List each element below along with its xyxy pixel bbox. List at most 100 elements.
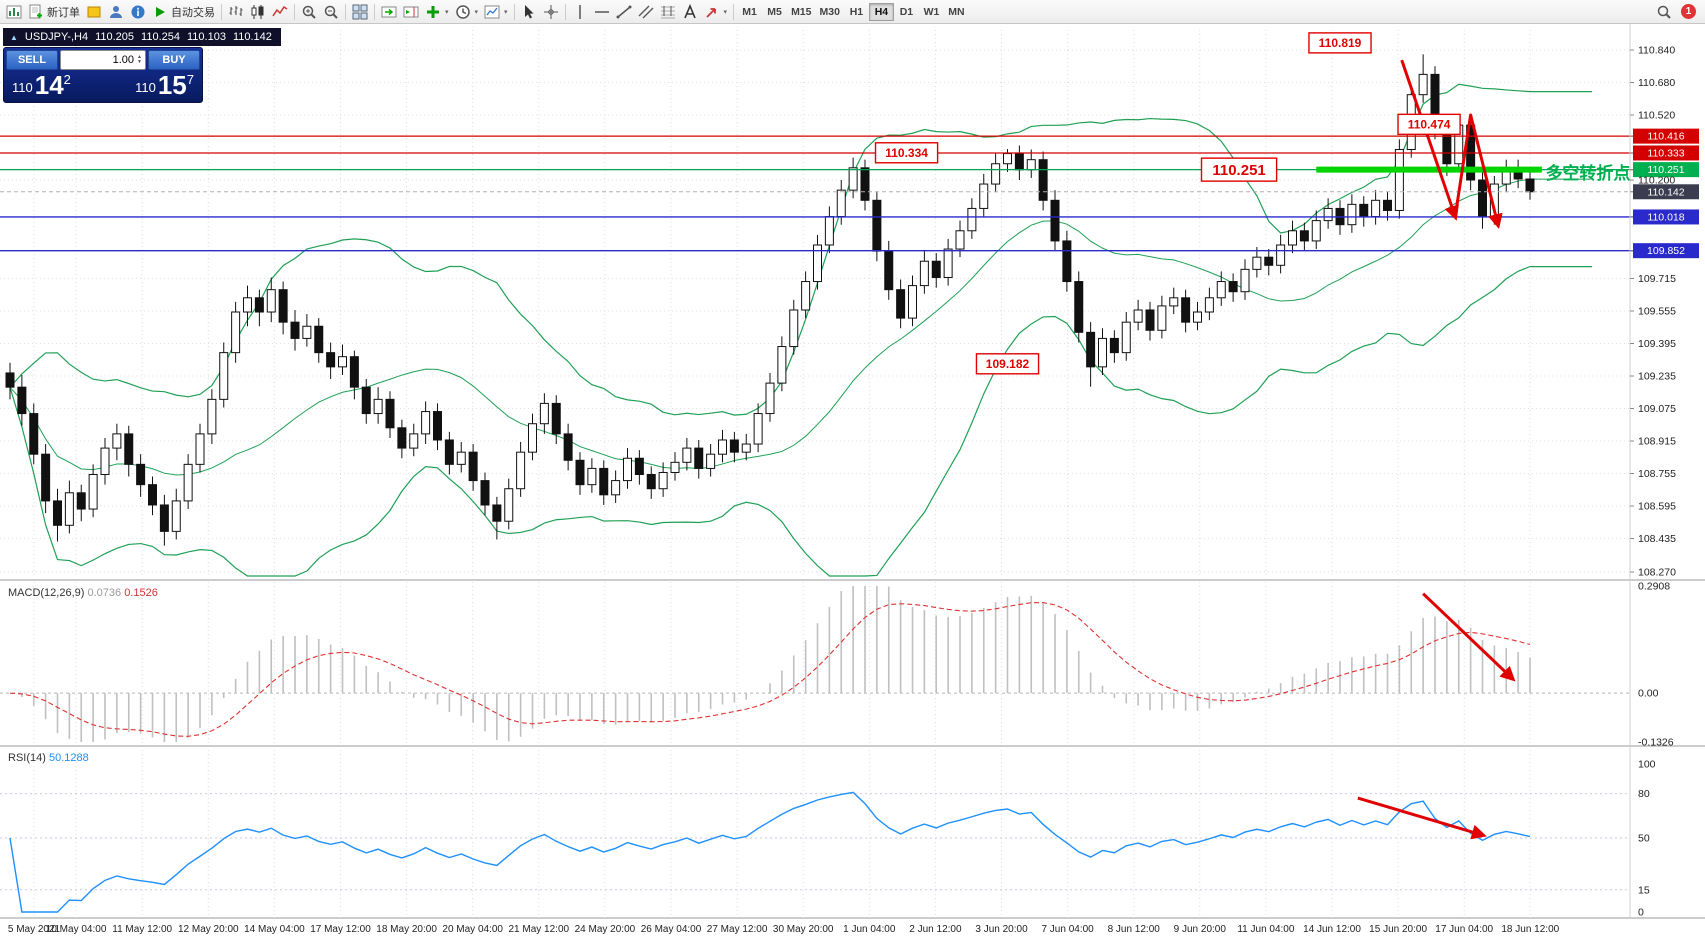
crosshair-icon	[543, 4, 559, 20]
shapes-button[interactable]: ▾	[701, 2, 731, 22]
mql5-market-button[interactable]	[83, 2, 105, 22]
dropdown-caret-icon: ▾	[504, 8, 508, 16]
level-lines[interactable]	[0, 135, 1633, 252]
macd-pane	[0, 586, 1630, 742]
autotrade-button[interactable]: 自动交易	[149, 2, 218, 22]
timeframe-h4[interactable]: H4	[868, 2, 894, 21]
chart-canvas[interactable]: 110.840 110.680 110.520 110.416 110.333 110.2…	[0, 24, 1705, 945]
toolbar-separator	[294, 3, 295, 20]
tile-windows-button[interactable]	[349, 2, 371, 22]
news-button[interactable]	[127, 2, 149, 22]
search-button[interactable]	[1653, 2, 1675, 22]
price-annotation-box[interactable]: 110.474	[1397, 113, 1461, 136]
horizontal-line-button[interactable]	[591, 2, 613, 22]
timeframe-m30[interactable]: M30	[816, 3, 844, 21]
volume-spinner[interactable]: ▲ ▼	[137, 55, 142, 65]
pane-separators[interactable]	[0, 24, 1705, 919]
trend-arrow-down-2[interactable]	[1453, 113, 1503, 230]
dropdown-caret-icon: ▾	[445, 8, 449, 16]
price-tag-dark	[1633, 184, 1699, 200]
auto-scroll-button[interactable]	[378, 2, 400, 22]
trend-arrow-down-1[interactable]	[1400, 59, 1459, 221]
svg-text:24 May 20:00: 24 May 20:00	[575, 924, 636, 935]
timeframe-mn[interactable]: MN	[944, 3, 969, 21]
zoom-in-icon	[301, 4, 317, 20]
rsi-arrow[interactable]	[1357, 796, 1487, 840]
ohlc-close: 110.142	[232, 31, 272, 43]
timeframe-w1[interactable]: W1	[919, 3, 944, 21]
svg-text:109.715: 109.715	[1638, 273, 1676, 285]
bar-chart-button[interactable]	[225, 2, 247, 22]
profile-button[interactable]	[105, 2, 127, 22]
vline-icon	[572, 4, 588, 20]
price-axis[interactable]: 110.840 110.680 110.520 110.416 110.333 110.2…	[1630, 45, 1699, 919]
spinner-up-icon[interactable]: ▲	[137, 54, 142, 60]
svg-text:110.819: 110.819	[1319, 36, 1362, 50]
line-chart-button[interactable]	[269, 2, 291, 22]
box-yellow-icon	[86, 4, 102, 20]
ind-plus-icon	[425, 4, 441, 20]
sell-button[interactable]: SELL	[6, 50, 58, 70]
svg-text:0.2908: 0.2908	[1638, 581, 1670, 593]
spinner-down-icon[interactable]: ▼	[137, 59, 142, 65]
new-order-button[interactable]: 新订单	[25, 2, 83, 22]
svg-text:15 Jun 20:00: 15 Jun 20:00	[1369, 924, 1427, 935]
crosshair-button[interactable]	[540, 2, 562, 22]
vertical-line-button[interactable]	[569, 2, 591, 22]
candle-chart-button[interactable]	[247, 2, 269, 22]
chart-shift-button[interactable]	[400, 2, 422, 22]
turning-point-note[interactable]: 多空转折点	[1545, 163, 1630, 183]
timeframe-m1[interactable]: M1	[737, 3, 762, 21]
price-annotation-box[interactable]: 110.819	[1308, 32, 1372, 54]
notifications-badge[interactable]: 1	[1681, 4, 1696, 19]
chart-expand-icon[interactable]: ▲	[10, 32, 18, 42]
periods-button[interactable]: ▾	[452, 2, 482, 22]
svg-text:100: 100	[1638, 759, 1656, 771]
trendline-button[interactable]	[613, 2, 635, 22]
price-annotation-box[interactable]: 110.251	[1200, 157, 1278, 182]
new-chart-button[interactable]	[3, 2, 25, 22]
svg-text:2 Jun 12:00: 2 Jun 12:00	[909, 924, 962, 935]
volume-input[interactable]: 1.00 ▲ ▼	[60, 50, 146, 70]
sell-price-big: 14	[34, 70, 64, 100]
play-icon	[152, 4, 168, 20]
timeframe-m5[interactable]: M5	[762, 3, 787, 21]
price-tag-blue	[1633, 209, 1699, 225]
cursor-icon	[521, 4, 537, 20]
candles-icon	[250, 4, 266, 20]
symbol-ohlc-strip: ▲ USDJPY-,H4 110.205 110.254 110.103 110…	[3, 28, 281, 46]
sell-price-small: 110	[12, 80, 33, 95]
shapes-icon	[704, 4, 720, 20]
svg-text:27 May 12:00: 27 May 12:00	[707, 924, 768, 935]
timeframe-h1[interactable]: H1	[844, 3, 869, 21]
zoom-in-button[interactable]	[298, 2, 320, 22]
zoom-out-button[interactable]	[320, 2, 342, 22]
macd-arrow[interactable]	[1422, 592, 1516, 682]
svg-text:110.142: 110.142	[1647, 186, 1684, 198]
price-annotation-box[interactable]: 110.334	[874, 142, 939, 164]
price-annotation-box[interactable]: 109.182	[975, 353, 1040, 375]
svg-text:18 Jun 12:00: 18 Jun 12:00	[1501, 924, 1559, 935]
channel-button[interactable]	[635, 2, 657, 22]
templates-button[interactable]: ▾	[481, 2, 511, 22]
text-label-button[interactable]	[679, 2, 701, 22]
svg-text:110.680: 110.680	[1638, 77, 1675, 89]
indicators-button[interactable]: ▾	[422, 2, 452, 22]
buy-button[interactable]: BUY	[148, 50, 200, 70]
svg-text:9 Jun 20:00: 9 Jun 20:00	[1174, 924, 1227, 935]
svg-text:MACD(12,26,9) 0.0736 0.1526: MACD(12,26,9) 0.0736 0.1526	[8, 587, 158, 599]
dropdown-caret-icon: ▾	[723, 8, 728, 16]
svg-text:RSI(14) 50.1288: RSI(14) 50.1288	[8, 752, 89, 764]
svg-text:11 May 12:00: 11 May 12:00	[112, 924, 172, 935]
cursor-button[interactable]	[518, 2, 540, 22]
toolbar-right-cluster: 1	[1653, 2, 1702, 22]
svg-text:17 Jun 04:00: 17 Jun 04:00	[1435, 924, 1493, 935]
timeframe-m15[interactable]: M15	[787, 3, 815, 21]
fibonacci-button[interactable]	[657, 2, 679, 22]
svg-text:17 May 12:00: 17 May 12:00	[310, 924, 371, 935]
svg-text:108.435: 108.435	[1638, 533, 1676, 545]
template-icon	[484, 4, 500, 20]
timeframe-d1[interactable]: D1	[894, 3, 919, 21]
